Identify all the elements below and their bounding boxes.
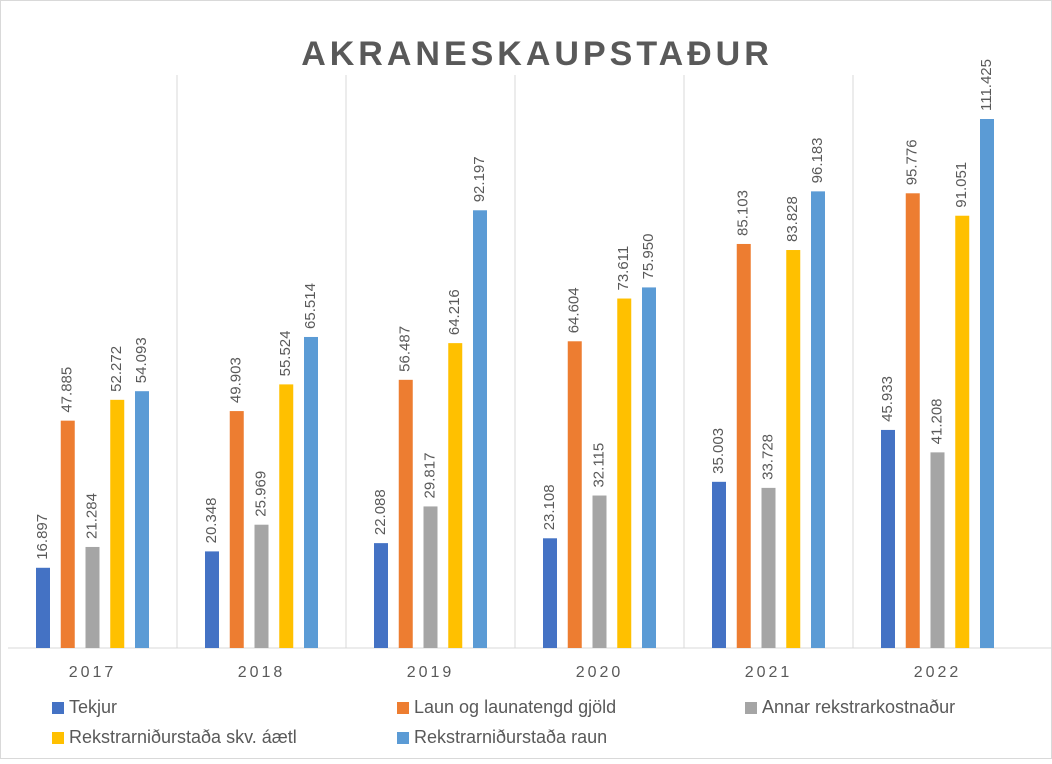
bar: [398, 379, 413, 648]
legend-swatch: [52, 732, 64, 744]
x-tick-label: 2017: [69, 664, 117, 681]
bar: [304, 336, 318, 648]
data-label: 73.611: [615, 246, 632, 291]
legend-swatch: [745, 702, 757, 714]
x-tick-label: 2019: [407, 664, 455, 681]
data-label: 83.828: [784, 196, 801, 242]
bar: [811, 191, 825, 648]
data-label: 92.197: [471, 156, 488, 202]
bar: [423, 506, 438, 648]
bar: [36, 567, 50, 648]
data-label: 22.088: [372, 489, 389, 535]
data-label: 41.208: [928, 398, 945, 444]
data-label: 64.604: [566, 287, 583, 333]
bar: [135, 391, 149, 648]
bar: [473, 210, 487, 648]
bar: [712, 481, 726, 648]
bar: [592, 495, 607, 648]
data-label: 52.272: [108, 346, 125, 392]
bar: [60, 420, 75, 648]
data-label: 54.093: [133, 337, 150, 383]
data-label: 55.524: [277, 331, 294, 377]
data-label: 65.514: [302, 283, 319, 329]
legend-swatch: [397, 732, 409, 744]
data-label: 111.425: [978, 59, 995, 111]
bar: [881, 429, 895, 648]
data-label: 35.003: [710, 428, 727, 474]
bar: [254, 524, 269, 648]
bar: [85, 546, 100, 648]
bar: [930, 452, 945, 648]
bar: [110, 399, 125, 648]
bar: [642, 287, 656, 648]
data-label: 21.284: [83, 493, 100, 539]
data-label: 96.183: [809, 137, 826, 183]
data-label: 85.103: [735, 190, 752, 236]
legend-label: Tekjur: [69, 697, 117, 717]
legend-swatch: [52, 702, 64, 714]
data-label: 75.950: [640, 234, 657, 280]
bar: [617, 298, 632, 648]
x-tick-label: 2021: [745, 664, 793, 681]
bar: [736, 243, 751, 649]
data-label: 16.897: [34, 514, 51, 560]
bar: [980, 119, 994, 648]
data-label: 95.776: [904, 139, 921, 185]
legend-swatch: [397, 702, 409, 714]
data-label: 47.885: [59, 367, 76, 413]
bar: [229, 411, 244, 648]
legend-label: Annar rekstrarkostnaður: [762, 697, 955, 717]
data-label: 33.728: [759, 434, 776, 480]
bar: [374, 543, 388, 648]
bar: [786, 250, 801, 649]
bar: [955, 215, 970, 648]
chart-title: AKRANESKAUPSTAÐUR: [301, 35, 773, 73]
x-tick-label: 2020: [576, 664, 624, 681]
data-label: 25.969: [252, 471, 269, 517]
data-label: 23.108: [541, 484, 558, 530]
data-label: 56.487: [397, 326, 414, 372]
data-label: 91.051: [953, 162, 970, 208]
x-tick-label: 2018: [238, 664, 286, 681]
bar: [205, 551, 219, 648]
data-label: 45.933: [879, 376, 896, 422]
legend-label: Laun og launatengd gjöld: [414, 697, 616, 717]
bar: [448, 343, 463, 648]
bar: [543, 538, 557, 648]
legend-label: Rekstrarniðurstaða raun: [414, 727, 607, 747]
data-label: 20.348: [203, 498, 220, 544]
x-tick-label: 2022: [914, 664, 962, 681]
bar: [567, 341, 582, 648]
data-label: 64.216: [446, 289, 463, 335]
data-label: 29.817: [421, 453, 438, 499]
bar: [905, 193, 920, 649]
data-label: 32.115: [590, 443, 607, 488]
data-label: 49.903: [228, 357, 245, 403]
bar: [761, 487, 776, 648]
legend-label: Rekstrarniðurstaða skv. áætl: [69, 727, 297, 747]
bar: [279, 384, 294, 648]
